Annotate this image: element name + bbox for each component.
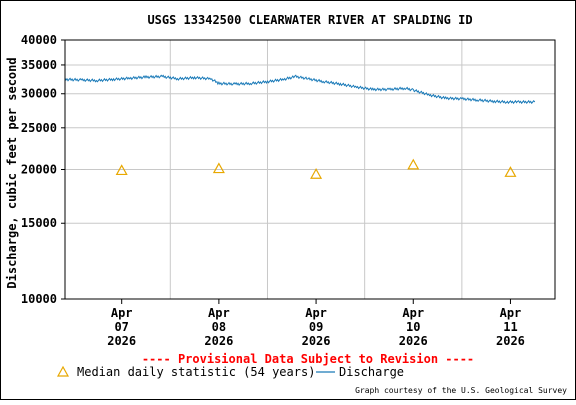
x-tick-label: Apr — [402, 306, 424, 320]
x-tick-label: 09 — [309, 320, 323, 334]
x-tick-label: 07 — [114, 320, 128, 334]
y-axis-label: Discharge, cubic feet per second — [5, 57, 19, 288]
legend-discharge-label: Discharge — [339, 365, 404, 379]
x-tick-label: 11 — [503, 320, 517, 334]
y-tick-label: 20000 — [21, 163, 57, 177]
x-tick-label: 10 — [406, 320, 420, 334]
x-tick-label: 2026 — [496, 334, 525, 348]
x-tick-label: 08 — [212, 320, 226, 334]
y-tick-label: 15000 — [21, 216, 57, 230]
x-tick-label: 2026 — [204, 334, 233, 348]
legend: Median daily statistic (54 years) Discha… — [56, 365, 404, 379]
x-axis: Apr072026Apr082026Apr092026Apr102026Apr1… — [107, 299, 525, 348]
chart-title: USGS 13342500 CLEARWATER RIVER AT SPALDI… — [147, 13, 472, 27]
y-tick-label: 40000 — [21, 33, 57, 47]
discharge-line — [64, 74, 536, 105]
plot-area-border — [64, 39, 556, 300]
x-tick-label: Apr — [305, 306, 327, 320]
series — [64, 74, 536, 179]
median-triangle-marker — [115, 164, 128, 176]
median-triangle-marker — [504, 166, 517, 177]
median-triangle-marker — [212, 162, 225, 174]
y-axis: 10000 15000 20000 25000 30000 35000 40000 — [21, 33, 65, 306]
provisional-notice: ---- Provisional Data Subject to Revisio… — [142, 352, 474, 366]
x-tick-label: 2026 — [399, 334, 428, 348]
x-tick-label: 2026 — [302, 334, 331, 348]
credit-text: Graph courtesy of the U.S. Geological Su… — [355, 386, 567, 395]
x-tick-label: Apr — [111, 306, 133, 320]
median-triangle-marker — [407, 158, 420, 170]
y-tick-label: 10000 — [21, 292, 57, 306]
x-tick-label: Apr — [500, 306, 522, 320]
y-tick-label: 25000 — [21, 121, 57, 135]
x-tick-label: 2026 — [107, 334, 136, 348]
median-triangle-marker — [310, 167, 323, 179]
y-tick-label: 35000 — [21, 58, 57, 72]
y-tick-label: 30000 — [21, 87, 57, 101]
legend-triangle-marker — [56, 365, 70, 377]
x-tick-label: Apr — [208, 306, 230, 320]
legend-median-label: Median daily statistic (54 years) — [77, 365, 315, 379]
